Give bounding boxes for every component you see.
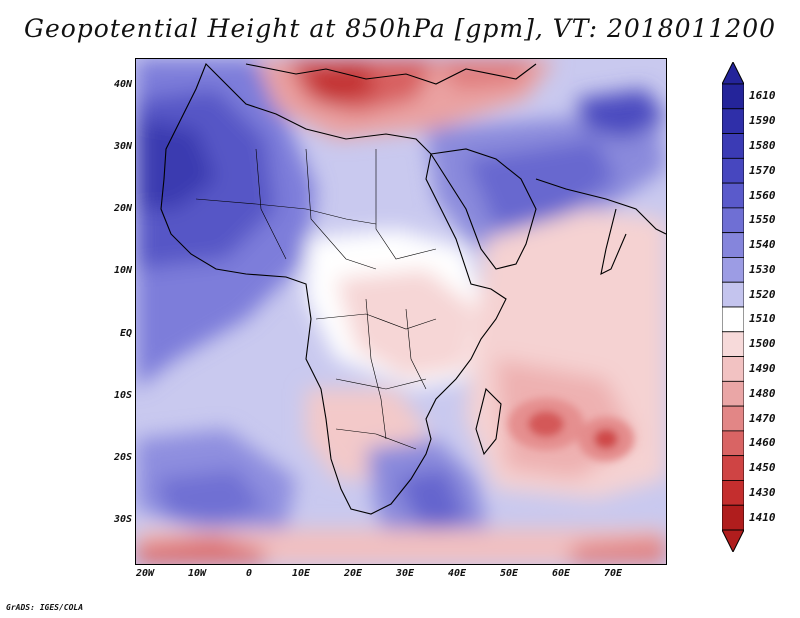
- lat-label: EQ: [119, 328, 132, 339]
- colorbar-cell: [722, 405, 744, 432]
- credit-text: GrADS: IGES/COLA: [6, 603, 84, 612]
- colorbar-cell: [722, 504, 744, 531]
- colorbar-cell: [722, 83, 744, 110]
- chart-title: Geopotential Height at 850hPa [gpm], VT:…: [23, 14, 777, 43]
- colorbar-cell: [722, 281, 744, 308]
- lon-label: 10E: [291, 568, 311, 579]
- country-borders: [195, 148, 437, 450]
- lat-label: 10S: [113, 390, 132, 401]
- colorbar-cell: [722, 133, 744, 159]
- colorbar: [722, 62, 744, 552]
- colorbar-label: 1550: [749, 213, 776, 227]
- lat-label: 10N: [113, 265, 132, 276]
- colorbar-label: 1510: [749, 312, 776, 326]
- colorbar-label: 1410: [749, 510, 776, 524]
- colorbar-label: 1480: [749, 386, 776, 400]
- colorbar-label: 1490: [749, 361, 776, 375]
- colorbar-cell: [722, 257, 744, 283]
- coastline: [160, 63, 666, 515]
- colorbar-label: 1540: [749, 238, 776, 252]
- colorbar-cell: [722, 157, 744, 184]
- colorbar-label: 1520: [749, 287, 776, 301]
- map-panel: [135, 58, 667, 565]
- colorbar-label: 1570: [749, 163, 776, 177]
- colorbar-cell: [722, 182, 744, 209]
- lon-label: 0: [245, 568, 253, 579]
- lon-label: 60E: [551, 568, 571, 579]
- colorbar-cell: [722, 306, 744, 333]
- lat-label: 20N: [113, 203, 132, 214]
- colorbar-label: 1500: [749, 337, 776, 351]
- lon-label: 20E: [343, 568, 363, 579]
- lon-label: 40E: [447, 568, 467, 579]
- colorbar-label: 1530: [749, 262, 776, 276]
- colorbar-label: 1470: [749, 411, 776, 425]
- colorbar-label: 1450: [749, 461, 776, 475]
- lon-label: 20W: [135, 568, 155, 579]
- geopotential-map: [136, 59, 666, 564]
- colorbar-cell: [722, 232, 744, 258]
- lat-label: 30N: [113, 141, 132, 152]
- colorbar-bottom-arrow: [722, 529, 744, 552]
- colorbar-label: 1560: [749, 188, 776, 202]
- colorbar-cell: [722, 331, 744, 357]
- colorbar-cell: [722, 455, 744, 481]
- colorbar-cell: [722, 430, 744, 457]
- colorbar-label: 1430: [749, 485, 776, 499]
- lat-label: 40N: [113, 79, 132, 90]
- colorbar-cell: [722, 480, 744, 506]
- colorbar-cell: [722, 207, 744, 234]
- colorbar-label: 1460: [749, 436, 776, 450]
- colorbar-label: 1610: [749, 89, 776, 103]
- lon-label: 70E: [603, 568, 623, 579]
- colorbar-top-arrow: [722, 62, 744, 85]
- colorbar-label: 1580: [749, 138, 776, 152]
- lon-label: 30E: [395, 568, 415, 579]
- lat-label: 30S: [113, 514, 132, 525]
- colorbar-label: 1590: [749, 114, 776, 128]
- colorbar-cell: [722, 380, 744, 407]
- lat-label: 20S: [113, 452, 132, 463]
- colorbar-cell: [722, 356, 744, 382]
- colorbar-cell: [722, 108, 744, 134]
- lon-label: 10W: [187, 568, 207, 579]
- lon-label: 50E: [499, 568, 519, 579]
